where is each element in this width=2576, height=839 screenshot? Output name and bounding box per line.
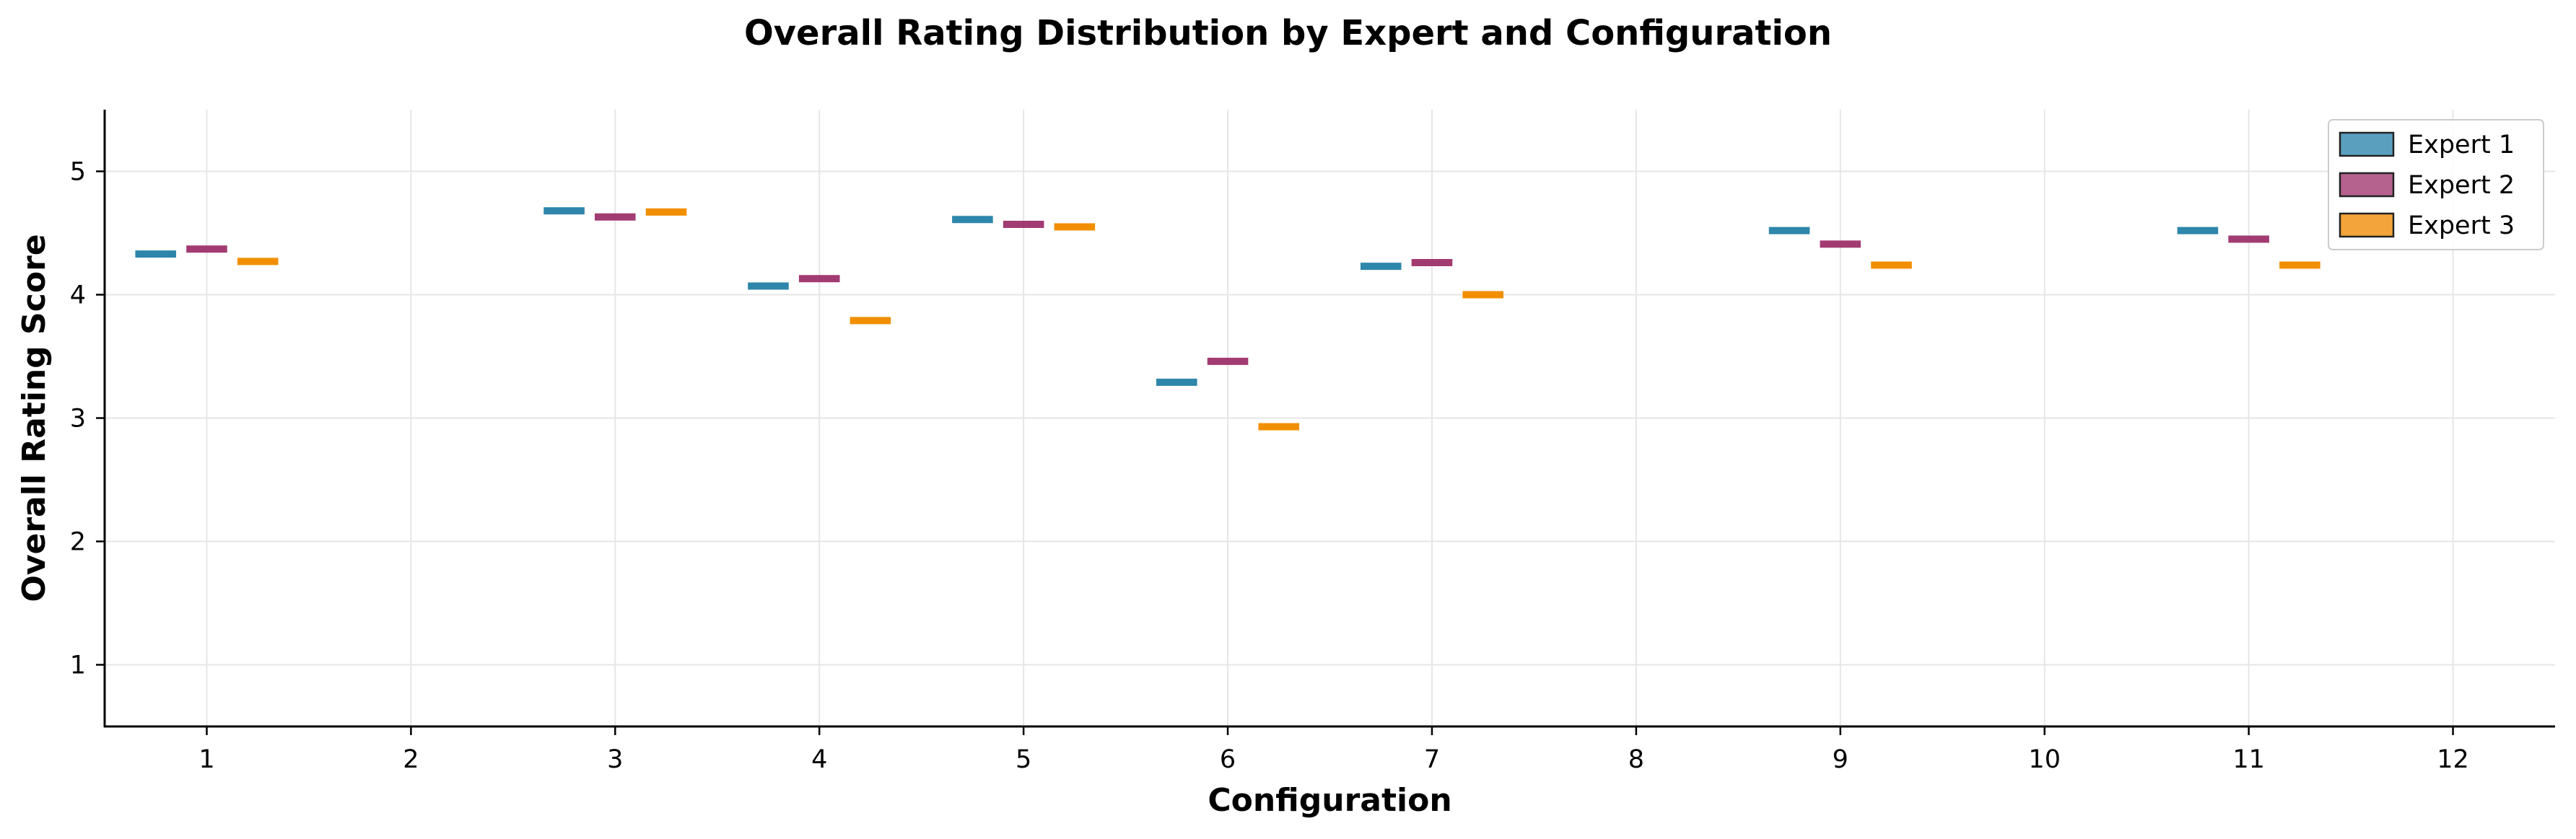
legend-label-expert-1: Expert 1	[2408, 131, 2515, 159]
legend-label-expert-3: Expert 3	[2408, 211, 2515, 240]
y-tick-label: 5	[70, 158, 86, 187]
x-tick-label: 8	[1628, 745, 1644, 774]
chart-title: Overall Rating Distribution by Expert an…	[743, 13, 1833, 53]
y-axis-ticks: 1 2 3 4 5	[70, 158, 105, 680]
x-tick-label: 1	[198, 745, 214, 774]
rating-marks	[135, 207, 2320, 431]
legend-swatch-expert-2	[2339, 172, 2395, 198]
grid-lines	[105, 110, 2555, 726]
legend-swatch-expert-1	[2339, 131, 2395, 157]
x-tick-label: 3	[607, 745, 623, 774]
x-tick-label: 10	[2028, 745, 2061, 774]
x-tick-label: 11	[2232, 745, 2265, 774]
x-tick-label: 7	[1424, 745, 1440, 774]
x-tick-label: 12	[2437, 745, 2469, 774]
legend-label-expert-2: Expert 2	[2408, 171, 2515, 200]
x-tick-label: 6	[1220, 745, 1236, 774]
y-tick-label: 3	[70, 405, 86, 434]
legend: Expert 1 Expert 2 Expert 3	[2328, 119, 2544, 250]
y-axis-label: Overall Rating Score	[16, 234, 53, 602]
legend-swatch-expert-3	[2339, 212, 2395, 238]
y-tick-label: 4	[70, 281, 86, 310]
x-tick-label: 5	[1016, 745, 1031, 774]
x-tick-label: 9	[1833, 745, 1848, 774]
x-tick-label: 4	[811, 745, 827, 774]
y-tick-label: 2	[70, 528, 86, 557]
x-axis-ticks: 1 2 3 4 5 6 7 8 9 10 11 12	[198, 726, 2469, 774]
y-tick-label: 1	[70, 651, 86, 680]
x-tick-label: 2	[403, 745, 419, 774]
x-axis-label: Configuration	[1208, 782, 1451, 819]
